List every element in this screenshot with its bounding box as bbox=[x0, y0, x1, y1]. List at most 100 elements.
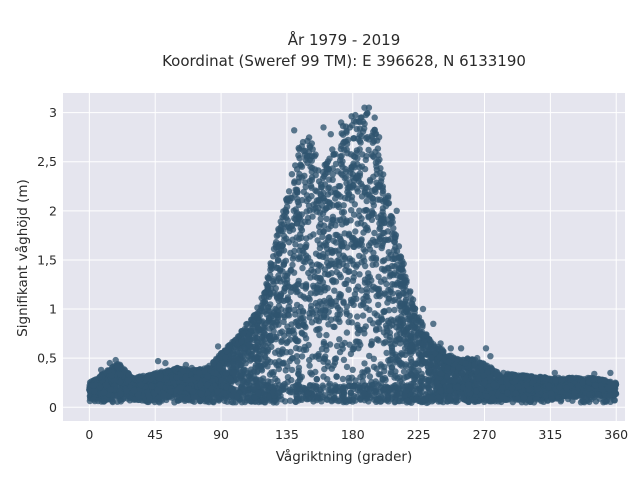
data-point bbox=[356, 146, 363, 153]
data-point bbox=[317, 181, 325, 188]
data-point bbox=[284, 374, 292, 381]
data-point bbox=[394, 289, 402, 297]
data-point bbox=[236, 372, 243, 380]
data-point bbox=[370, 355, 377, 362]
data-point bbox=[394, 375, 401, 382]
data-point bbox=[359, 373, 367, 380]
data-point bbox=[298, 330, 306, 337]
data-point bbox=[319, 253, 327, 260]
data-point bbox=[383, 349, 390, 357]
data-point bbox=[356, 131, 363, 139]
data-point bbox=[348, 374, 356, 381]
data-point bbox=[284, 196, 291, 203]
data-point bbox=[411, 376, 418, 383]
data-point bbox=[409, 303, 417, 310]
data-point bbox=[270, 328, 277, 335]
data-point bbox=[331, 359, 339, 366]
data-point bbox=[340, 139, 347, 147]
data-point bbox=[308, 302, 315, 309]
data-point bbox=[322, 205, 330, 212]
data-point bbox=[371, 229, 378, 237]
data-point bbox=[362, 225, 370, 233]
data-point bbox=[317, 215, 324, 222]
data-point bbox=[335, 201, 342, 208]
data-point bbox=[350, 152, 357, 160]
data-point bbox=[275, 242, 283, 249]
data-point bbox=[296, 214, 303, 221]
data-point bbox=[346, 341, 353, 348]
data-point bbox=[391, 306, 398, 314]
data-point bbox=[387, 271, 395, 278]
data-point bbox=[381, 290, 388, 297]
data-point bbox=[290, 327, 297, 334]
data-point bbox=[397, 359, 404, 367]
chart-title-line2: Koordinat (Sweref 99 TM): E 396628, N 61… bbox=[162, 52, 526, 70]
data-point bbox=[402, 340, 410, 347]
data-point bbox=[369, 134, 376, 141]
data-point bbox=[375, 319, 382, 326]
data-point bbox=[375, 273, 382, 280]
data-point bbox=[374, 336, 381, 343]
data-point bbox=[341, 280, 348, 288]
data-point bbox=[294, 322, 302, 329]
data-point bbox=[320, 195, 327, 202]
data-point bbox=[296, 146, 303, 153]
data-point bbox=[296, 345, 303, 353]
data-point bbox=[366, 373, 374, 380]
data-point bbox=[369, 195, 376, 202]
data-point bbox=[270, 276, 277, 283]
data-point bbox=[400, 368, 408, 375]
data-point bbox=[298, 353, 306, 360]
data-point bbox=[305, 134, 313, 141]
data-point bbox=[419, 323, 426, 331]
data-point bbox=[338, 221, 346, 228]
data-point bbox=[283, 296, 290, 304]
data-point bbox=[412, 360, 419, 367]
data-point bbox=[342, 174, 350, 181]
data-point bbox=[263, 319, 270, 326]
data-point bbox=[358, 287, 365, 294]
data-point bbox=[381, 196, 389, 204]
data-point bbox=[323, 331, 330, 339]
data-point bbox=[345, 190, 353, 197]
data-point bbox=[333, 373, 340, 380]
data-point bbox=[361, 360, 368, 367]
data-point bbox=[351, 269, 358, 277]
data-point bbox=[343, 262, 350, 270]
data-point bbox=[269, 319, 276, 326]
data-point bbox=[280, 212, 288, 220]
data-point bbox=[293, 187, 300, 195]
data-point bbox=[240, 366, 248, 373]
data-point bbox=[244, 320, 251, 328]
data-point bbox=[262, 353, 269, 361]
data-point bbox=[374, 145, 382, 152]
data-point bbox=[343, 146, 350, 153]
data-point bbox=[415, 330, 422, 337]
data-point bbox=[336, 233, 343, 240]
data-point bbox=[364, 184, 371, 191]
data-point bbox=[419, 351, 426, 358]
data-point bbox=[431, 365, 438, 373]
data-point bbox=[350, 301, 357, 309]
data-point bbox=[253, 334, 261, 342]
data-point bbox=[313, 188, 320, 195]
data-point bbox=[401, 330, 408, 338]
data-point bbox=[407, 295, 415, 302]
data-point bbox=[272, 375, 279, 383]
data-point bbox=[451, 377, 458, 385]
data-points bbox=[86, 104, 620, 407]
data-point bbox=[375, 152, 382, 159]
data-point bbox=[295, 277, 302, 285]
data-point bbox=[333, 268, 340, 276]
data-point bbox=[378, 220, 385, 227]
data-point bbox=[344, 136, 352, 144]
data-point bbox=[340, 202, 347, 209]
data-point bbox=[379, 240, 386, 247]
data-point bbox=[274, 314, 282, 321]
data-point bbox=[372, 261, 380, 268]
data-point bbox=[332, 239, 340, 246]
data-point bbox=[264, 284, 271, 291]
data-point bbox=[402, 296, 409, 304]
chart-title-line1: År 1979 - 2019 bbox=[288, 30, 401, 49]
data-point bbox=[364, 366, 371, 373]
